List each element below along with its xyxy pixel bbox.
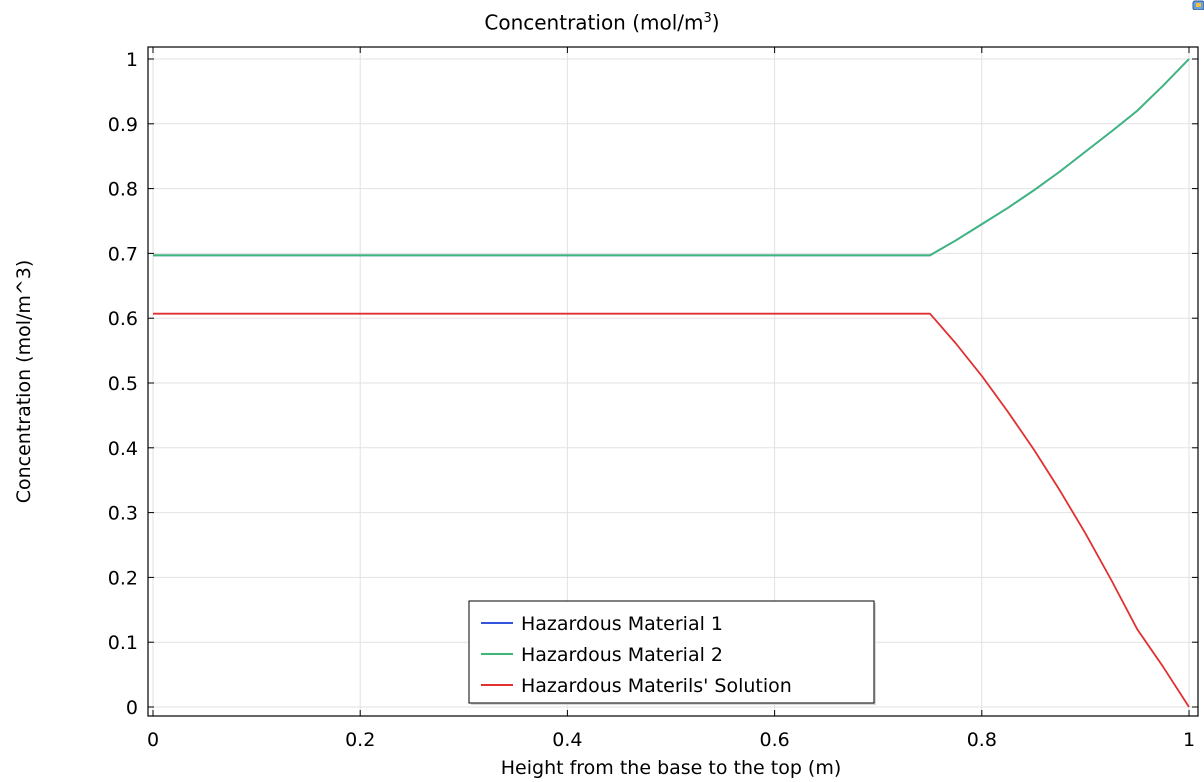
y-tick-label: 0.6 bbox=[108, 308, 138, 330]
y-tick-label: 1 bbox=[126, 49, 138, 71]
series-line bbox=[153, 58, 1190, 257]
x-tick-label: 0.8 bbox=[967, 729, 997, 751]
plot-area-frame bbox=[147, 46, 1199, 717]
x-tick-label: 0 bbox=[147, 729, 159, 751]
series-line bbox=[153, 312, 1190, 708]
chart-title: Concentration (mol/m3) bbox=[0, 6, 1204, 36]
x-tick-label: 1 bbox=[1183, 729, 1195, 751]
x-tick-label: 0.4 bbox=[552, 729, 582, 751]
chart-title-tail: ) bbox=[711, 10, 720, 35]
plot-settings-icon[interactable] bbox=[1192, 0, 1204, 10]
axis-ticks: 0 0.2 0.4 0.6 0.8 1 0 0.1 0.2 0.3 0.4 0.5 0.6 0.7 0.8 0… bbox=[108, 47, 1198, 751]
y-tick-label: 0.3 bbox=[108, 503, 138, 525]
x-tick-label: 0.2 bbox=[345, 729, 375, 751]
x-axis-label: Height from the base to the top (m) bbox=[501, 757, 842, 779]
legend-box bbox=[468, 600, 875, 704]
y-tick-label: 0.2 bbox=[108, 567, 138, 589]
legend-entry-label: Hazardous Material 2 bbox=[521, 644, 723, 666]
y-tick-label: 0.1 bbox=[108, 632, 138, 654]
y-tick-label: 0.4 bbox=[108, 438, 138, 460]
series-line bbox=[153, 58, 1190, 257]
chart-title-superscript: 3 bbox=[703, 11, 712, 26]
legend-entry-label: Hazardous Materils' Solution bbox=[521, 675, 792, 697]
y-tick-label: 0.9 bbox=[108, 114, 138, 136]
y-axis-label: Concentration (mol/m^3) bbox=[13, 260, 35, 504]
series-lines bbox=[153, 58, 1190, 708]
y-tick-label: 0.7 bbox=[108, 243, 138, 265]
legend: Hazardous Material 1 Hazardous Material 2… bbox=[468, 600, 876, 705]
y-tick-label: 0 bbox=[126, 697, 138, 719]
y-tick-label: 0.8 bbox=[108, 179, 138, 201]
chart-title-text: Concentration (mol/m bbox=[484, 10, 704, 35]
x-tick-label: 0.6 bbox=[759, 729, 789, 751]
y-tick-label: 0.5 bbox=[108, 373, 138, 395]
legend-entry-label: Hazardous Material 1 bbox=[521, 613, 723, 635]
